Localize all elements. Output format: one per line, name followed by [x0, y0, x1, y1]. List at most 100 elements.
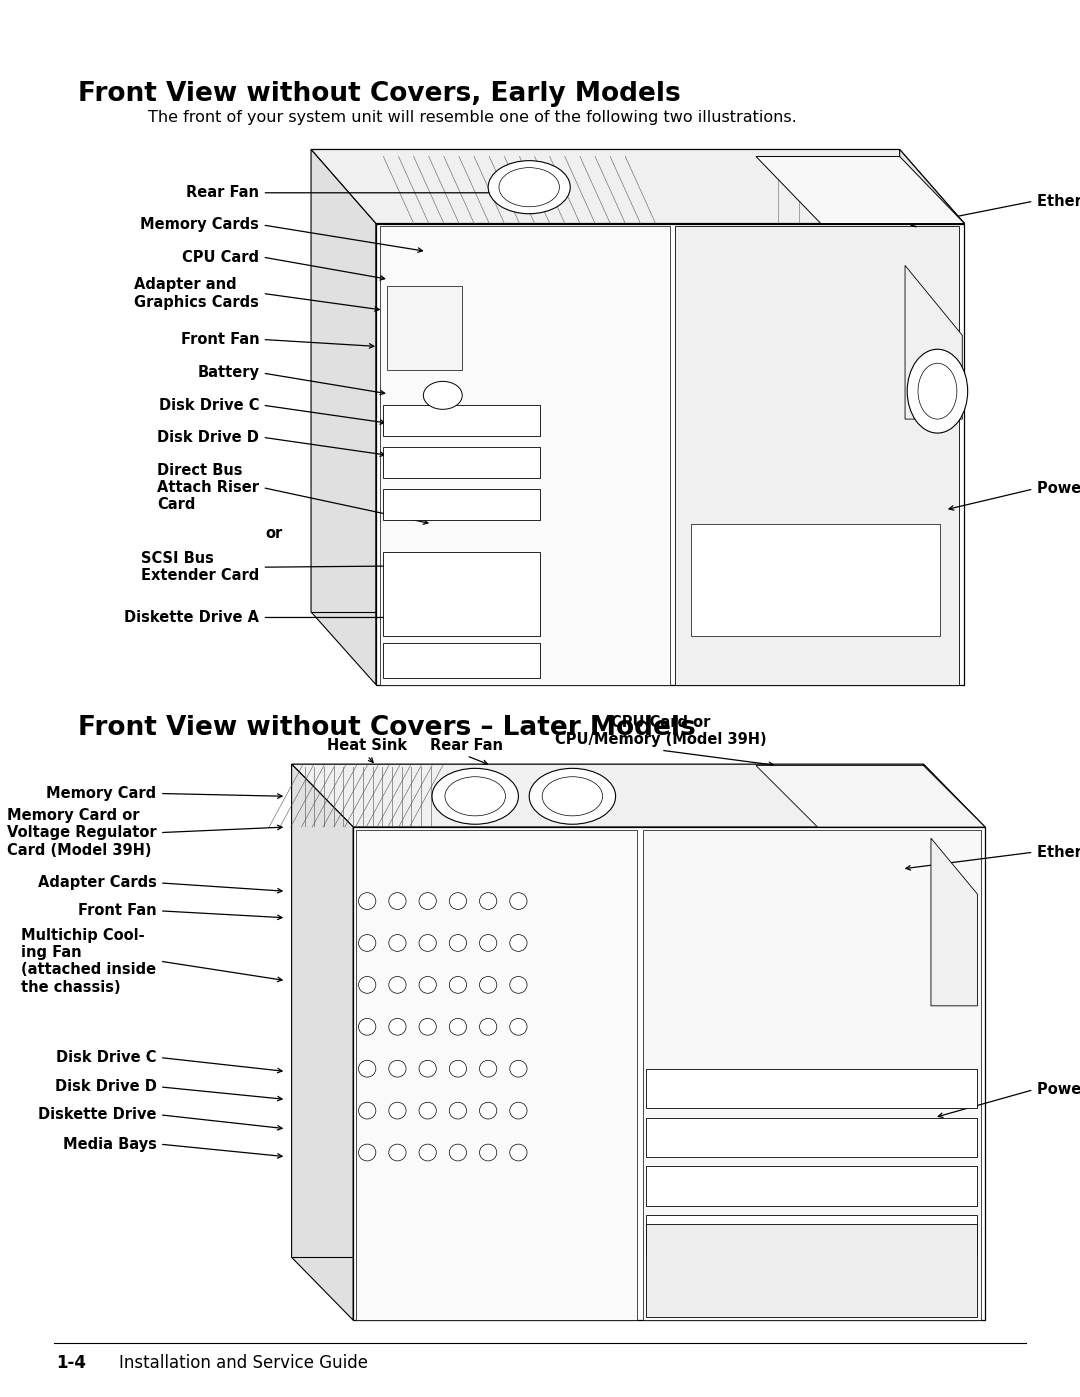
Ellipse shape: [389, 977, 406, 993]
Ellipse shape: [510, 935, 527, 951]
Ellipse shape: [480, 935, 497, 951]
Ellipse shape: [419, 1144, 436, 1161]
Text: Diskette Drive A: Diskette Drive A: [124, 610, 259, 624]
Text: Front Fan: Front Fan: [180, 332, 259, 346]
Polygon shape: [292, 764, 353, 1320]
Text: Power Supply: Power Supply: [1037, 1083, 1080, 1097]
Text: Adapter Cards: Adapter Cards: [38, 876, 157, 890]
Text: Adapter and
Graphics Cards: Adapter and Graphics Cards: [134, 277, 259, 310]
Ellipse shape: [449, 977, 467, 993]
Bar: [383, 552, 540, 636]
Ellipse shape: [419, 893, 436, 909]
Ellipse shape: [529, 768, 616, 824]
Text: Front Fan: Front Fan: [78, 904, 157, 918]
Polygon shape: [643, 830, 981, 1320]
Ellipse shape: [419, 935, 436, 951]
Ellipse shape: [480, 1102, 497, 1119]
Ellipse shape: [449, 935, 467, 951]
Text: Ethernet Riser Card: Ethernet Riser Card: [1037, 845, 1080, 859]
Polygon shape: [646, 1069, 977, 1108]
Text: CPU Card: CPU Card: [183, 250, 259, 264]
Ellipse shape: [449, 1018, 467, 1035]
Text: Ethernet Riser Card: Ethernet Riser Card: [1037, 194, 1080, 208]
Ellipse shape: [389, 935, 406, 951]
Ellipse shape: [510, 1144, 527, 1161]
Text: Disk Drive D: Disk Drive D: [158, 430, 259, 444]
Text: Disk Drive C: Disk Drive C: [56, 1051, 157, 1065]
Ellipse shape: [389, 1144, 406, 1161]
Ellipse shape: [480, 893, 497, 909]
Text: Installation and Service Guide: Installation and Service Guide: [119, 1354, 368, 1372]
Polygon shape: [311, 149, 964, 224]
Bar: [383, 447, 540, 478]
Text: Rear Fan: Rear Fan: [186, 186, 259, 200]
Polygon shape: [675, 226, 959, 685]
Ellipse shape: [907, 349, 968, 433]
Ellipse shape: [510, 977, 527, 993]
Polygon shape: [756, 156, 964, 224]
Bar: [383, 489, 540, 520]
Text: Direct Bus
Attach Riser
Card: Direct Bus Attach Riser Card: [158, 462, 259, 513]
Text: The front of your system unit will resemble one of the following two illustratio: The front of your system unit will resem…: [148, 110, 797, 126]
Ellipse shape: [480, 1018, 497, 1035]
Ellipse shape: [359, 1144, 376, 1161]
Ellipse shape: [488, 161, 570, 214]
Ellipse shape: [449, 1144, 467, 1161]
Ellipse shape: [499, 168, 559, 207]
Bar: [383, 643, 540, 678]
Ellipse shape: [432, 768, 518, 824]
Polygon shape: [756, 766, 985, 827]
Text: Heat Sink: Heat Sink: [327, 738, 407, 753]
Ellipse shape: [359, 935, 376, 951]
Text: SCSI Bus
Extender Card: SCSI Bus Extender Card: [141, 550, 259, 584]
Ellipse shape: [449, 1102, 467, 1119]
Ellipse shape: [389, 1018, 406, 1035]
Bar: [691, 524, 940, 636]
Text: Front View without Covers – Later Models: Front View without Covers – Later Models: [78, 715, 696, 742]
Text: Power Supply: Power Supply: [1037, 482, 1080, 496]
Text: or: or: [266, 527, 283, 541]
Polygon shape: [646, 1166, 977, 1206]
Polygon shape: [376, 224, 964, 685]
Text: Front View without Covers, Early Models: Front View without Covers, Early Models: [78, 81, 680, 108]
Ellipse shape: [389, 1102, 406, 1119]
Ellipse shape: [510, 1018, 527, 1035]
Ellipse shape: [389, 893, 406, 909]
Text: Disk Drive C: Disk Drive C: [159, 398, 259, 412]
Polygon shape: [646, 1118, 977, 1157]
Ellipse shape: [480, 1144, 497, 1161]
Polygon shape: [900, 149, 964, 685]
Polygon shape: [292, 764, 985, 827]
Polygon shape: [356, 830, 637, 1320]
Text: Memory Cards: Memory Cards: [140, 218, 259, 232]
Polygon shape: [380, 226, 670, 685]
Text: Diskette Drive: Diskette Drive: [38, 1108, 157, 1122]
Ellipse shape: [510, 893, 527, 909]
Polygon shape: [353, 827, 985, 1320]
Ellipse shape: [419, 1018, 436, 1035]
Ellipse shape: [423, 381, 462, 409]
Text: Memory Card or
Voltage Regulator
Card (Model 39H): Memory Card or Voltage Regulator Card (M…: [6, 807, 157, 858]
Text: Media Bays: Media Bays: [63, 1137, 157, 1151]
Ellipse shape: [510, 1060, 527, 1077]
Text: 1-4: 1-4: [56, 1354, 86, 1372]
Ellipse shape: [419, 977, 436, 993]
Polygon shape: [905, 265, 962, 419]
Ellipse shape: [419, 1102, 436, 1119]
Text: Rear Fan: Rear Fan: [430, 738, 503, 753]
Ellipse shape: [510, 1102, 527, 1119]
Ellipse shape: [445, 777, 505, 816]
Ellipse shape: [542, 777, 603, 816]
Ellipse shape: [389, 1060, 406, 1077]
Text: CPU Card or
CPU/Memory (Model 39H): CPU Card or CPU/Memory (Model 39H): [555, 715, 767, 747]
Text: Multichip Cool-
ing Fan
(attached inside
the chassis): Multichip Cool- ing Fan (attached inside…: [22, 928, 157, 995]
Polygon shape: [931, 838, 977, 1006]
Bar: [383, 405, 540, 436]
Text: Disk Drive D: Disk Drive D: [55, 1080, 157, 1094]
Ellipse shape: [480, 1060, 497, 1077]
Text: Battery: Battery: [198, 366, 259, 380]
Ellipse shape: [359, 1060, 376, 1077]
Polygon shape: [923, 764, 985, 1320]
Bar: [387, 286, 462, 370]
Ellipse shape: [480, 977, 497, 993]
